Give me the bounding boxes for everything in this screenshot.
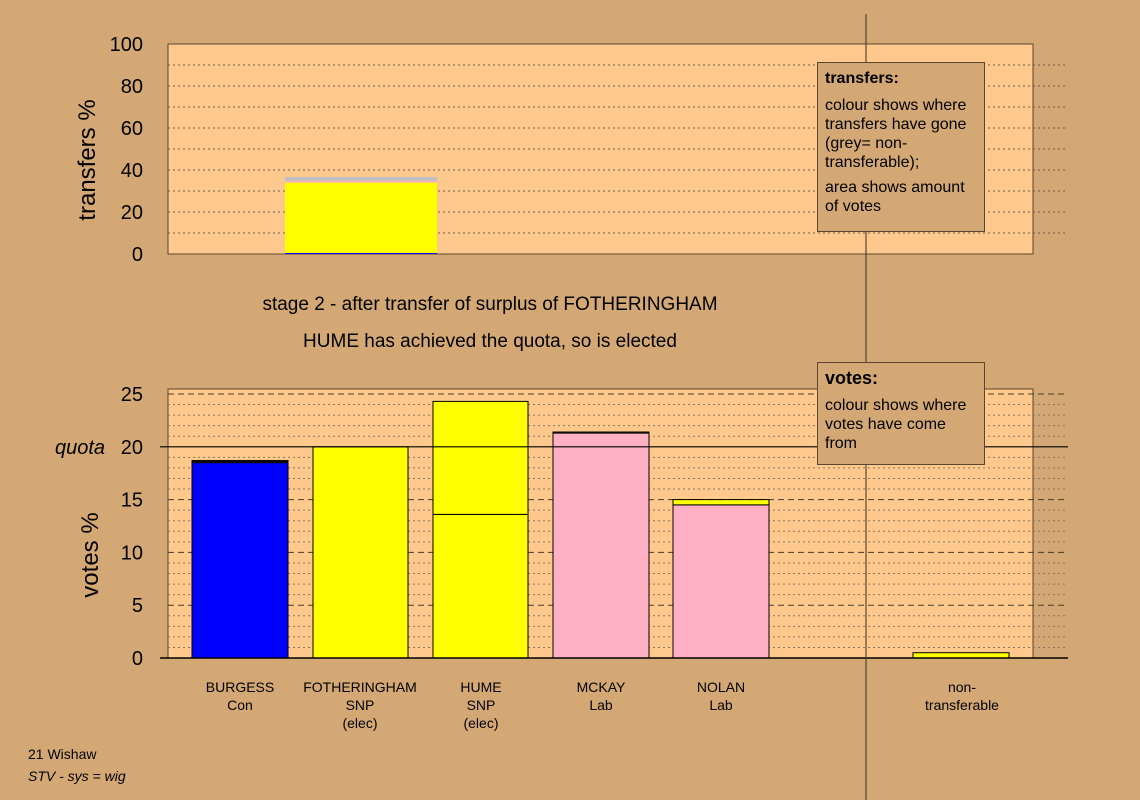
transfers-legend: transfers: colour shows where transfers … — [817, 62, 985, 232]
transfers-bars — [285, 176, 437, 254]
votes-bars — [191, 400, 1010, 659]
votes-y-tick: 20 — [121, 437, 143, 459]
votes-bar-segment — [672, 499, 770, 506]
candidate-party: SNP — [466, 697, 496, 713]
transfers-y-ticks: 0 20 40 60 80 100 — [110, 34, 143, 266]
candidate-name: HUME — [460, 679, 502, 695]
votes-bar-segment — [672, 504, 770, 659]
votes-bar-segment — [552, 432, 650, 659]
votes-y-tick: 15 — [121, 490, 143, 512]
votes-bar-segment — [552, 431, 650, 434]
transfers-y-tick: 20 — [121, 202, 143, 224]
transfers-y-tick: 100 — [110, 34, 143, 56]
candidate-note: (elec) — [342, 715, 378, 731]
candidate-label-nontransferable: non-transferable — [892, 678, 1032, 714]
footer-area: 21 Wishaw — [28, 746, 97, 762]
candidate-name: FOTHERINGHAM — [303, 679, 417, 695]
candidate-party: Lab — [709, 697, 733, 713]
candidate-label-burgess: BURGESS Con — [170, 678, 310, 714]
candidate-name: non-transferable — [925, 679, 999, 713]
transfers-y-tick: 40 — [121, 160, 143, 182]
votes-legend-text: colour shows where votes have come from — [825, 397, 967, 452]
votes-bar-segment — [312, 446, 409, 659]
quota-label: quota — [55, 437, 105, 459]
transfers-legend-text-2: area shows amount of votes — [825, 179, 965, 215]
transfers-legend-title: transfers: — [825, 70, 899, 87]
votes-y-tick: 25 — [121, 384, 143, 406]
transfers-y-label: transfers % — [74, 99, 101, 220]
status-caption: HUME has achieved the quota, so is elect… — [303, 331, 677, 352]
votes-bar-segment — [432, 513, 529, 659]
candidate-name: NOLAN — [696, 679, 746, 695]
candidate-note: (elec) — [463, 715, 499, 731]
transfers-bar-segment — [285, 180, 437, 183]
votes-bar-segment — [912, 652, 1010, 659]
transfers-bar-segment — [285, 182, 437, 253]
votes-bar-segment — [191, 462, 289, 659]
transfers-y-tick: 80 — [121, 76, 143, 98]
votes-bar-segment — [432, 400, 529, 515]
candidate-party: SNP — [345, 697, 375, 713]
transfers-legend-text-1: colour shows where transfers have gone (… — [825, 97, 967, 171]
candidate-party: Con — [227, 697, 253, 713]
votes-y-tick: 10 — [121, 542, 143, 564]
candidate-name: MCKAY — [576, 679, 626, 695]
stage-caption: stage 2 - after transfer of surplus of F… — [262, 294, 718, 315]
votes-y-ticks: 0 5 10 15 20 25 — [121, 384, 143, 670]
candidate-name: BURGESS — [205, 679, 275, 695]
transfers-y-tick: 0 — [132, 244, 143, 266]
candidate-label-fotheringham: FOTHERINGHAM SNP (elec) — [290, 678, 430, 732]
candidate-party: Lab — [589, 697, 613, 713]
votes-bar-segment — [191, 460, 289, 463]
candidate-label-mckay: MCKAY Lab — [531, 678, 671, 714]
votes-y-tick: 5 — [132, 595, 143, 617]
votes-legend: votes: colour shows where votes have com… — [817, 362, 985, 465]
candidate-label-nolan: NOLAN Lab — [651, 678, 791, 714]
votes-y-tick: 0 — [132, 648, 143, 670]
transfers-bar-segment — [285, 252, 437, 254]
transfers-y-tick: 60 — [121, 118, 143, 140]
candidate-label-hume: HUME SNP (elec) — [411, 678, 551, 732]
votes-y-label: votes % — [77, 512, 104, 597]
votes-legend-title: votes: — [825, 368, 879, 388]
transfers-bar-segment — [285, 176, 437, 181]
footer-system: STV - sys = wig — [28, 768, 126, 784]
